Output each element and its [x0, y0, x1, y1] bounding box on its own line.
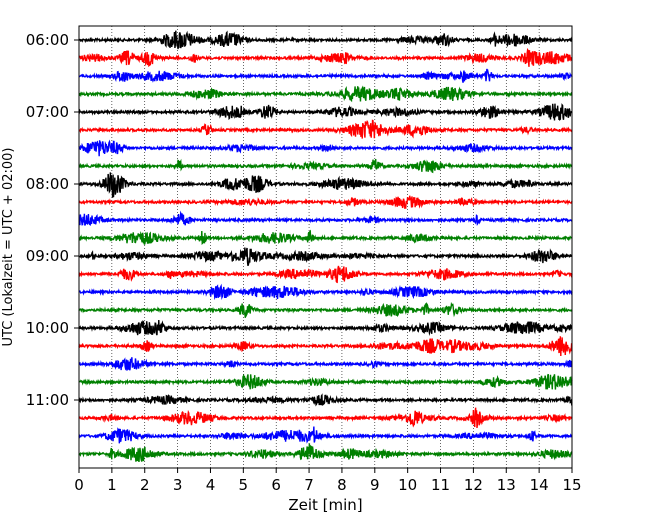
x-tick-label: 9 — [370, 476, 380, 494]
trace-row-19 — [78, 373, 573, 390]
trace-row-11 — [78, 229, 573, 246]
trace-row-0 — [78, 30, 573, 50]
x-tick-label: 15 — [562, 476, 581, 494]
trace-row-12 — [78, 247, 573, 266]
trace-row-15 — [78, 301, 573, 318]
y-tick-label: 07:00 — [26, 103, 69, 121]
trace-row-17 — [78, 336, 573, 357]
y-tick-label: 06:00 — [26, 31, 69, 49]
seismic-traces — [78, 30, 573, 462]
trace-row-13 — [78, 265, 573, 284]
trace-row-1 — [78, 47, 573, 68]
trace-row-16 — [78, 320, 573, 337]
y-axis-ticks: 06:00 07:00 08:00 09:00 10:00 11:00 — [26, 31, 79, 409]
x-tick-label: 6 — [271, 476, 281, 494]
x-tick-label: 5 — [239, 476, 249, 494]
y-axis-label: UTC (Lokalzeit = UTC + 02:00) — [1, 148, 16, 347]
y-tick-label: 09:00 — [26, 247, 69, 265]
trace-row-4 — [78, 103, 573, 122]
x-tick-label: 2 — [140, 476, 150, 494]
x-tick-label: 0 — [74, 476, 84, 494]
trace-row-23 — [78, 443, 573, 462]
trace-row-18 — [78, 357, 573, 371]
trace-row-14 — [78, 283, 573, 301]
x-axis-label: Zeit [min] — [288, 496, 362, 514]
x-tick-label: 10 — [398, 476, 417, 494]
x-tick-label: 1 — [107, 476, 117, 494]
trace-row-9 — [78, 195, 573, 209]
trace-row-21 — [78, 407, 573, 429]
trace-row-22 — [78, 426, 573, 444]
x-tick-label: 4 — [206, 476, 216, 494]
x-tick-label: 3 — [173, 476, 183, 494]
x-axis-ticks: 0 1 2 3 4 5 6 7 8 9 10 11 12 13 14 15 — [74, 468, 582, 494]
y-tick-label: 10:00 — [26, 319, 69, 337]
trace-row-7 — [78, 158, 573, 174]
x-tick-label: 14 — [530, 476, 549, 494]
x-tick-label: 11 — [431, 476, 450, 494]
trace-row-5 — [78, 119, 573, 139]
x-tick-label: 13 — [497, 476, 516, 494]
trace-row-2 — [78, 68, 573, 83]
y-tick-label: 08:00 — [26, 175, 69, 193]
plot-frame — [78, 25, 573, 469]
trace-row-20 — [78, 393, 573, 407]
trace-row-6 — [78, 139, 573, 157]
trace-row-10 — [78, 210, 573, 227]
x-tick-label: 7 — [304, 476, 314, 494]
x-tick-label: 12 — [464, 476, 483, 494]
x-tick-label: 8 — [337, 476, 347, 494]
trace-row-8 — [78, 172, 573, 198]
trace-row-3 — [78, 85, 573, 103]
y-tick-label: 11:00 — [26, 391, 69, 409]
